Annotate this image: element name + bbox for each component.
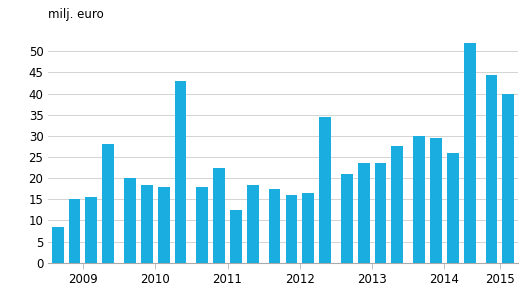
Bar — [158, 187, 169, 263]
Bar — [447, 153, 459, 263]
Bar — [464, 43, 476, 263]
Bar — [230, 210, 242, 263]
Bar — [486, 75, 497, 263]
Bar — [358, 163, 370, 263]
Bar — [375, 163, 386, 263]
Bar — [102, 144, 114, 263]
Bar — [175, 81, 186, 263]
Bar — [86, 197, 97, 263]
Bar — [247, 185, 259, 263]
Bar — [303, 193, 314, 263]
Bar — [196, 187, 208, 263]
Bar — [52, 227, 63, 263]
Bar — [430, 138, 442, 263]
Bar — [391, 146, 403, 263]
Text: milj. euro: milj. euro — [48, 8, 103, 21]
Bar — [503, 94, 514, 263]
Bar — [319, 117, 331, 263]
Bar — [341, 174, 353, 263]
Bar — [69, 199, 80, 263]
Bar — [213, 168, 225, 263]
Bar — [413, 136, 425, 263]
Bar — [269, 189, 280, 263]
Bar — [124, 178, 136, 263]
Bar — [286, 195, 297, 263]
Bar — [141, 185, 153, 263]
